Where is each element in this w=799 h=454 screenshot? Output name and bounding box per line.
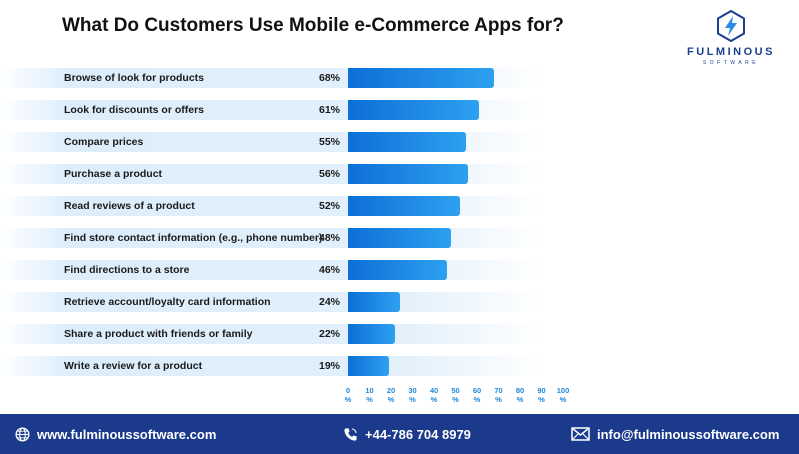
value-label: 55% (318, 136, 340, 148)
value-label: 56% (318, 168, 340, 180)
chart-title: What Do Customers Use Mobile e-Commerce … (62, 15, 564, 36)
value-label: 19% (318, 360, 340, 372)
value-label: 61% (318, 104, 340, 116)
x-tick-label: 50% (451, 386, 460, 404)
category-label: Read reviews of a product (64, 200, 195, 212)
row-background (0, 356, 560, 376)
x-tick-label: 80% (515, 386, 525, 404)
lightning-hexagon-icon (717, 10, 745, 42)
category-label: Look for discounts or offers (64, 104, 205, 116)
footer-phone[interactable]: +44-786 704 8979 (343, 414, 471, 454)
x-tick-label: 10% (365, 386, 374, 404)
category-label: Retrieve account/loyalty card informatio… (64, 296, 271, 308)
footer-website-text: www.fulminoussoftware.com (37, 426, 217, 442)
envelope-icon (571, 427, 590, 441)
x-tick-label: 90% (537, 386, 546, 404)
category-label: Browse of look for products (64, 72, 205, 84)
bar (348, 324, 396, 344)
value-label: 68% (318, 72, 340, 84)
bar (348, 100, 480, 120)
value-label: 48% (318, 232, 340, 244)
x-tick-label: 60% (472, 386, 482, 404)
footer-email[interactable]: info@fulminoussoftware.com (571, 414, 779, 454)
category-label: Find directions to a store (64, 264, 190, 276)
bar (348, 260, 447, 280)
value-label: 46% (318, 264, 340, 276)
category-label: Purchase a product (64, 168, 163, 180)
brand-logo: FULMINOUS SOFTWARE (676, 10, 786, 68)
globe-icon (15, 426, 30, 442)
footer-website[interactable]: www.fulminoussoftware.com (15, 414, 216, 454)
category-label: Write a review for a product (64, 360, 203, 372)
category-label: Find store contact information (e.g., ph… (64, 232, 323, 244)
bar (348, 196, 460, 216)
footer-bar: www.fulminoussoftware.com +44-786 704 89… (0, 414, 799, 454)
x-tick-label: 0% (344, 386, 352, 404)
bar (348, 356, 389, 376)
bar (348, 132, 467, 152)
row-background (0, 324, 560, 344)
brand-name: FULMINOUS (687, 46, 775, 58)
x-tick-label: 100% (556, 386, 570, 404)
x-tick-label: 40% (429, 386, 439, 404)
category-label: Compare prices (64, 136, 144, 148)
category-label: Share a product with friends or family (64, 328, 253, 340)
x-tick-label: 30% (408, 386, 417, 404)
x-tick-label: 70% (494, 386, 503, 404)
bar (348, 228, 452, 248)
value-label: 52% (318, 200, 340, 212)
footer-email-text: info@fulminoussoftware.com (597, 426, 780, 442)
bar (348, 292, 400, 312)
value-label: 24% (318, 296, 340, 308)
row-background (0, 292, 560, 312)
bar (348, 164, 469, 184)
value-label: 22% (318, 328, 340, 340)
bar (348, 68, 495, 88)
x-tick-label: 20% (386, 386, 396, 404)
footer-phone-text: +44-786 704 8979 (365, 426, 471, 442)
brand-tagline: SOFTWARE (702, 60, 760, 66)
phone-icon (344, 427, 357, 441)
